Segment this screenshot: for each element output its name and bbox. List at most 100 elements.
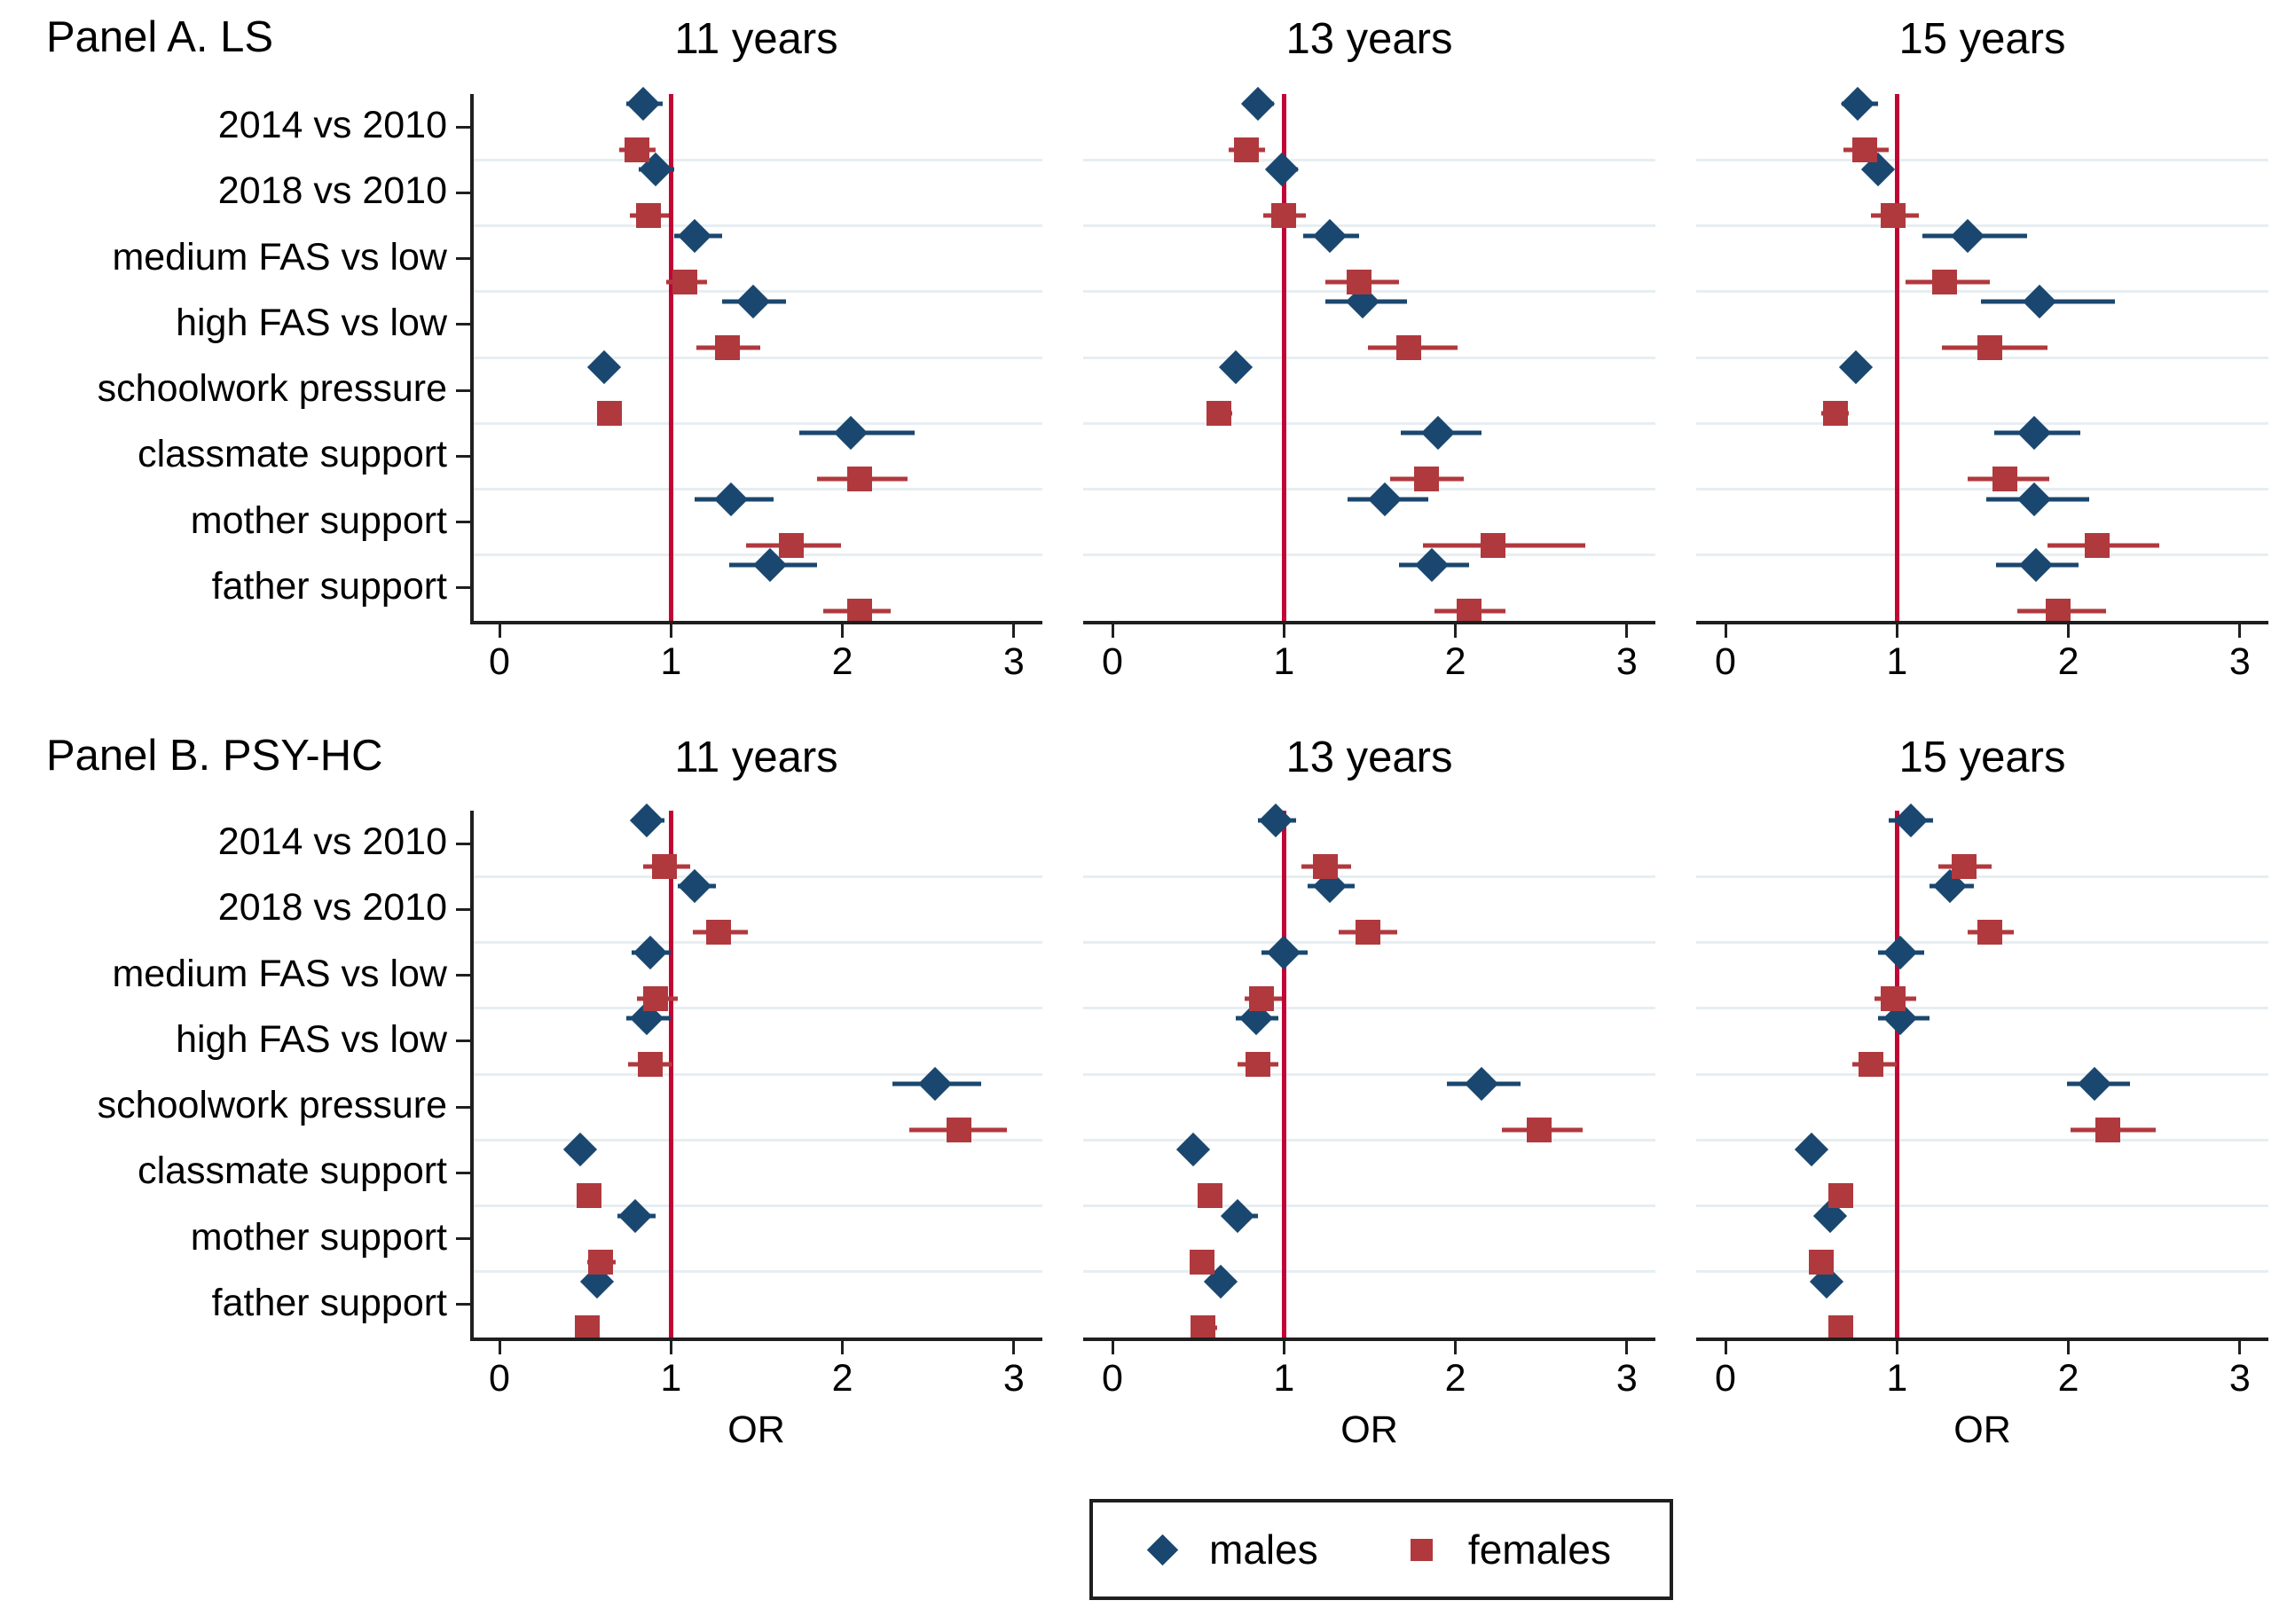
x-axis-line bbox=[1696, 1338, 2268, 1341]
y-axis-tick bbox=[456, 1237, 470, 1241]
marker-females-square bbox=[1992, 467, 2018, 492]
category-label: 2014 vs 2010 bbox=[217, 820, 447, 864]
x-tick-label: 3 bbox=[1615, 640, 1638, 683]
category-label: 2018 vs 2010 bbox=[217, 169, 447, 213]
marker-females-square bbox=[1413, 467, 1439, 492]
gridline bbox=[470, 1270, 1042, 1274]
marker-females-square bbox=[1271, 203, 1297, 229]
marker-females-square bbox=[2095, 1118, 2121, 1143]
category-label: medium FAS vs low bbox=[112, 235, 447, 279]
marker-females-square bbox=[596, 401, 622, 427]
gridline bbox=[470, 421, 1042, 425]
y-axis-tick bbox=[456, 586, 470, 590]
marker-females-square bbox=[651, 854, 677, 880]
gridline bbox=[1696, 290, 2268, 294]
marker-females-square bbox=[1233, 137, 1259, 163]
reference-line bbox=[1281, 94, 1286, 621]
x-tick-label: 2 bbox=[1444, 640, 1466, 683]
marker-females-square bbox=[1206, 401, 1231, 427]
marker-females-square bbox=[1859, 1051, 1884, 1077]
y-axis-tick bbox=[456, 1040, 470, 1043]
gridline bbox=[1083, 1138, 1655, 1142]
gridline bbox=[470, 1072, 1042, 1076]
marker-females-square bbox=[2046, 598, 2071, 624]
x-tick-label: 2 bbox=[1444, 1357, 1466, 1400]
marker-females-square bbox=[642, 985, 668, 1011]
marker-females-square bbox=[1481, 532, 1506, 558]
gridline bbox=[1696, 1072, 2268, 1076]
marker-females-square bbox=[1457, 598, 1482, 624]
marker-females-square bbox=[1198, 1183, 1223, 1209]
y-axis-tick bbox=[456, 1105, 470, 1109]
marker-females-square bbox=[588, 1249, 614, 1275]
males-diamond-icon bbox=[1146, 1534, 1179, 1565]
marker-females-square bbox=[624, 137, 649, 163]
marker-females-square bbox=[1527, 1118, 1552, 1143]
x-axis-tick bbox=[2238, 1341, 2242, 1354]
marker-females-square bbox=[574, 1314, 600, 1340]
gridline bbox=[470, 1204, 1042, 1207]
x-axis-line bbox=[1696, 621, 2268, 624]
x-tick-label: 1 bbox=[660, 640, 682, 683]
x-axis-tick bbox=[841, 624, 845, 638]
marker-females-square bbox=[706, 920, 732, 945]
category-label: mother support bbox=[190, 498, 447, 542]
y-axis-tick bbox=[456, 842, 470, 845]
x-axis-line bbox=[1083, 1338, 1655, 1341]
marker-females-square bbox=[1809, 1249, 1835, 1275]
y-axis-line bbox=[470, 94, 474, 624]
category-label: father support bbox=[211, 564, 447, 608]
category-label: classmate support bbox=[138, 433, 447, 476]
reference-line bbox=[1894, 94, 1899, 621]
gridline bbox=[1083, 224, 1655, 227]
x-axis-tick bbox=[1724, 624, 1727, 638]
legend: males females bbox=[1089, 1499, 1673, 1600]
gridline bbox=[470, 488, 1042, 490]
x-tick-label: 1 bbox=[1886, 1357, 1908, 1400]
y-axis-tick bbox=[456, 974, 470, 977]
x-tick-label: 2 bbox=[831, 640, 853, 683]
marker-females-square bbox=[636, 203, 662, 229]
x-tick-label: 0 bbox=[1102, 640, 1123, 683]
category-label: mother support bbox=[190, 1215, 447, 1259]
x-axis-tick bbox=[1895, 624, 1898, 638]
category-label: father support bbox=[211, 1281, 447, 1324]
x-tick-label: 1 bbox=[1273, 640, 1295, 683]
y-axis-tick bbox=[456, 191, 470, 194]
y-axis-tick bbox=[456, 1171, 470, 1174]
marker-females-square bbox=[778, 532, 804, 558]
gridline bbox=[470, 224, 1042, 227]
y-axis-tick bbox=[456, 257, 470, 261]
category-label: high FAS vs low bbox=[176, 1017, 447, 1061]
x-tick-label: 3 bbox=[1002, 1357, 1025, 1400]
subplot-title: 11 years bbox=[674, 15, 838, 63]
category-label: schoolwork pressure bbox=[97, 367, 447, 411]
gridline bbox=[1083, 421, 1655, 425]
x-axis-tick bbox=[1625, 1341, 1629, 1354]
gridline bbox=[1696, 1007, 2268, 1010]
category-label: 2018 vs 2010 bbox=[217, 886, 447, 930]
x-axis-tick bbox=[1454, 624, 1458, 638]
marker-females-square bbox=[1827, 1314, 1853, 1340]
x-axis-tick bbox=[1895, 1341, 1898, 1354]
reference-line bbox=[668, 811, 673, 1338]
x-tick-label: 3 bbox=[1615, 1357, 1638, 1400]
marker-females-square bbox=[576, 1183, 601, 1209]
x-axis-title: OR bbox=[1953, 1408, 2011, 1451]
marker-females-square bbox=[1189, 1249, 1214, 1275]
y-axis-tick bbox=[456, 521, 470, 524]
gridline bbox=[470, 158, 1042, 161]
category-label: high FAS vs low bbox=[176, 301, 447, 344]
x-axis-tick bbox=[498, 1341, 501, 1354]
marker-females-square bbox=[1881, 985, 1906, 1011]
gridline bbox=[1083, 158, 1655, 161]
x-axis-line bbox=[1083, 621, 1655, 624]
marker-females-square bbox=[1356, 920, 1381, 945]
marker-females-square bbox=[846, 467, 872, 492]
x-axis-tick bbox=[669, 624, 672, 638]
gridline bbox=[1696, 1138, 2268, 1142]
x-tick-label: 0 bbox=[1715, 640, 1736, 683]
x-axis-tick bbox=[498, 624, 501, 638]
marker-males-diamond bbox=[1241, 87, 1276, 122]
legend-item-females: females bbox=[1410, 1526, 1611, 1573]
